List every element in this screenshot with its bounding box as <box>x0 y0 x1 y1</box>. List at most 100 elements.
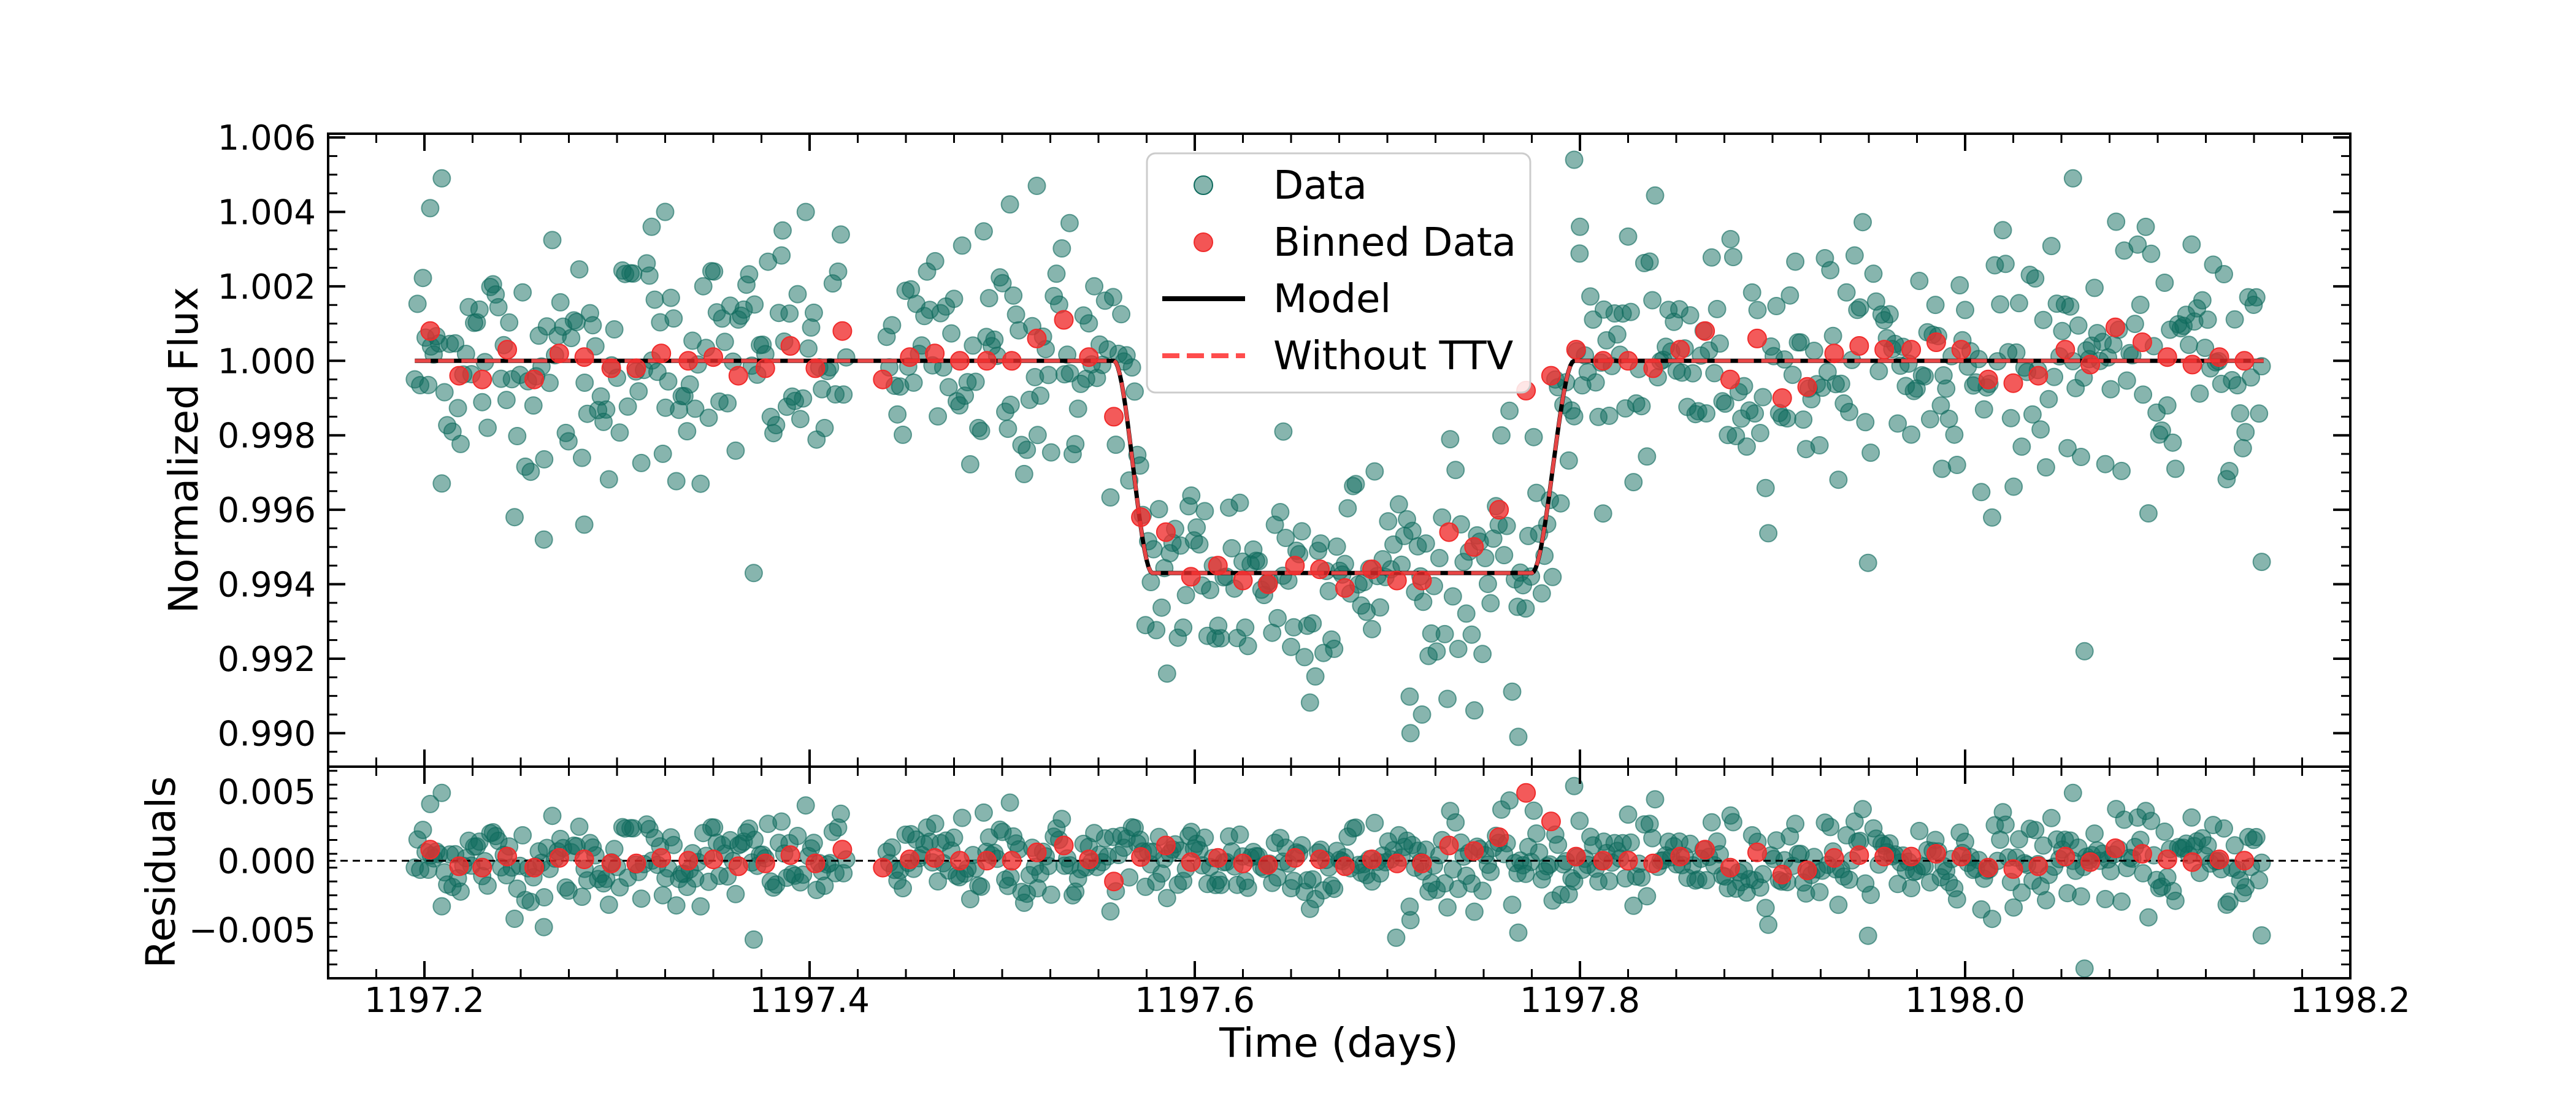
data-point <box>1880 305 1899 324</box>
data-point <box>413 269 432 288</box>
residual-point <box>572 887 591 907</box>
binned-residual-point <box>2055 846 2076 867</box>
data-point <box>1443 587 1462 606</box>
data-point <box>1777 409 1796 428</box>
residual-point <box>744 930 763 949</box>
data-point <box>1543 567 1562 586</box>
data-point <box>960 455 979 473</box>
residual-point <box>2166 891 2185 910</box>
residual-point <box>1530 843 1549 862</box>
residual-point <box>1858 926 1877 945</box>
data-point <box>2231 404 2250 423</box>
data-point <box>888 405 907 424</box>
data-point <box>799 339 818 358</box>
binned-residual-point <box>1156 835 1176 856</box>
residual-point <box>796 796 815 815</box>
residual-point <box>953 808 972 827</box>
data-point <box>2155 274 2174 292</box>
data-point <box>894 425 912 444</box>
binned-point <box>574 347 594 367</box>
residual-point <box>2026 821 2045 840</box>
residual-point <box>1446 813 1465 832</box>
data-point <box>972 421 991 440</box>
data-point <box>2117 371 2136 390</box>
residual-point <box>1509 923 1528 942</box>
data-point <box>1122 358 1141 377</box>
data-point <box>2225 310 2244 329</box>
residual-point <box>1643 829 1662 848</box>
data-point <box>1103 288 1122 307</box>
residual-point <box>1401 911 1420 930</box>
data-point <box>1311 534 1330 553</box>
data-point <box>1643 291 1662 310</box>
binned-residual-point <box>900 849 920 870</box>
binned-point <box>900 347 920 367</box>
data-point <box>1829 470 1848 489</box>
data-point <box>2036 458 2055 477</box>
data-point <box>1027 177 1046 195</box>
binned-point <box>1054 310 1074 330</box>
binned-point <box>1978 369 1998 389</box>
data-point <box>1931 396 1950 415</box>
residual-point <box>1465 902 1484 921</box>
data-point <box>974 222 993 241</box>
data-point <box>551 293 570 312</box>
data-point <box>1632 397 1651 416</box>
binned-residual-point <box>2182 852 2202 872</box>
data-point <box>2026 269 2045 288</box>
data-point <box>1721 229 1740 248</box>
binned-residual-point <box>1747 842 1767 862</box>
data-point <box>1174 618 1193 637</box>
binned-residual-point <box>728 856 748 876</box>
residual-point <box>1947 890 1966 909</box>
binned-residual-point <box>1926 844 1946 864</box>
residual-point <box>2225 836 2244 855</box>
data-point <box>1481 594 1500 613</box>
binned-point <box>420 321 440 341</box>
binned-point <box>1208 556 1228 576</box>
data-point <box>1750 424 1769 442</box>
binned-point <box>2234 351 2255 371</box>
x-tick-label: 1197.4 <box>749 981 870 1021</box>
data-point <box>1018 440 1037 459</box>
data-point <box>2101 380 2120 399</box>
residual-point <box>2247 827 2266 846</box>
data-point <box>726 441 745 460</box>
data-point <box>2045 367 2064 386</box>
legend-label-model: Model <box>1273 277 1391 322</box>
data-point <box>1400 687 1419 706</box>
data-point <box>929 407 948 426</box>
data-point <box>1711 334 1729 353</box>
data-point <box>904 373 923 392</box>
residual-tick-label: −0.005 <box>189 911 316 951</box>
data-point <box>1401 724 1420 743</box>
binned-residual-point <box>1901 846 1922 867</box>
data-point <box>1001 396 1020 414</box>
binned-point <box>524 369 544 389</box>
data-point <box>1996 255 2015 274</box>
data-point <box>1282 637 1300 656</box>
data-point <box>1238 637 1257 656</box>
binned-point <box>805 358 826 378</box>
data-point <box>1767 297 1786 315</box>
y-tick-label: 0.992 <box>218 640 316 680</box>
data-point <box>629 382 648 401</box>
data-point <box>1933 459 1952 478</box>
data-point <box>1804 342 1823 360</box>
data-point <box>610 423 629 442</box>
data-point <box>2236 423 2255 442</box>
residual-point <box>2198 836 2217 855</box>
binned-point <box>1002 351 1022 371</box>
binned-residual-point <box>524 857 544 878</box>
binned-residual-point <box>678 851 699 871</box>
data-point <box>2061 297 2080 316</box>
data-point <box>1379 512 1398 531</box>
binned-residual-point <box>1951 846 1971 867</box>
residual-point <box>432 783 451 802</box>
data-point <box>1028 426 1047 445</box>
data-point <box>1853 213 1872 232</box>
data-point <box>1532 584 1551 603</box>
data-point <box>2182 235 2201 254</box>
binned-residual-point <box>1593 851 1613 871</box>
data-point <box>618 397 637 416</box>
